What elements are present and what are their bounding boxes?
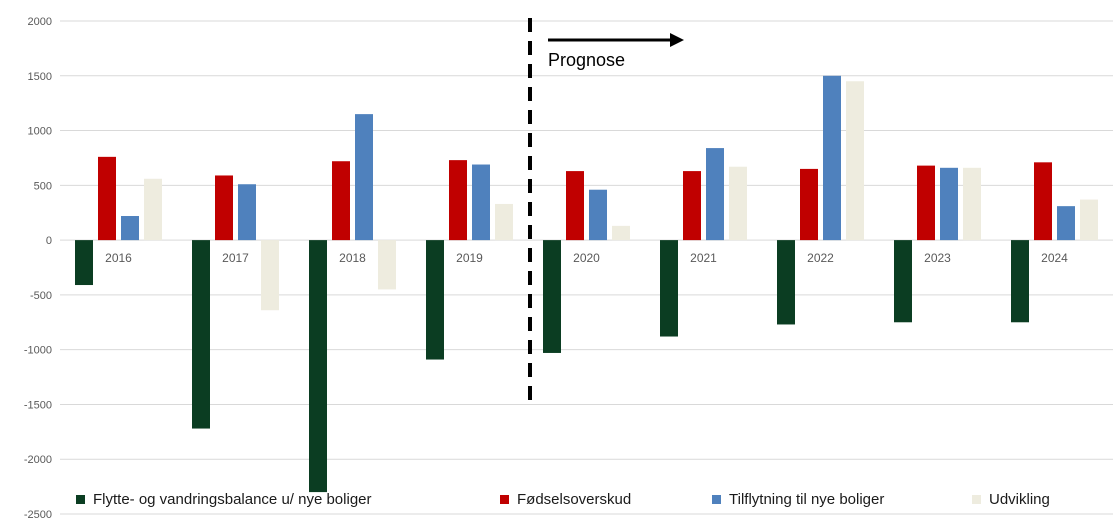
prognose-arrow-head	[670, 33, 684, 47]
bar	[355, 114, 373, 241]
legend-swatch	[500, 495, 509, 504]
legend-item-udvikling: Udvikling	[972, 491, 1050, 508]
bar	[1057, 206, 1075, 241]
bar	[729, 166, 747, 241]
legend-label: Udvikling	[989, 491, 1050, 508]
bar	[121, 216, 139, 241]
bar	[800, 168, 818, 241]
legend-item-fodsel: Fødselsoverskud	[500, 491, 631, 508]
bar	[449, 160, 467, 241]
legend: Flytte- og vandringsbalance u/ nye bolig…	[0, 491, 1113, 515]
legend-item-flytte: Flytte- og vandringsbalance u/ nye bolig…	[76, 491, 372, 508]
bar	[894, 240, 912, 323]
y-axis-ticks: 2000 1500 1000 500 0 -500 -1000 -1500 -2000 -2500	[24, 16, 52, 520]
category-label: 2023	[924, 251, 951, 265]
y-tick-label: 500	[34, 180, 52, 192]
prognose-label: Prognose	[548, 50, 625, 70]
category-label: 2016	[105, 251, 132, 265]
bar	[238, 184, 256, 241]
y-tick-label: 0	[46, 235, 52, 247]
category-label: 2022	[807, 251, 834, 265]
bar	[144, 178, 162, 241]
y-tick-label: -2000	[24, 454, 52, 466]
category-label: 2024	[1041, 251, 1068, 265]
bar	[917, 165, 935, 241]
category-label: 2021	[690, 251, 717, 265]
bar	[1080, 199, 1098, 241]
bar	[472, 164, 490, 241]
bar	[98, 156, 116, 241]
bar	[1011, 240, 1029, 323]
legend-item-tilflytning: Tilflytning til nye boliger	[712, 491, 884, 508]
bar	[495, 203, 513, 241]
y-tick-label: 1000	[28, 126, 52, 138]
y-tick-label: 2000	[28, 16, 52, 28]
bar	[963, 167, 981, 241]
category-label: 2020	[573, 251, 600, 265]
y-tick-label: -1000	[24, 345, 52, 357]
bar	[261, 240, 279, 311]
legend-label: Fødselsoverskud	[517, 491, 632, 508]
bar	[777, 240, 795, 325]
legend-swatch	[712, 495, 721, 504]
y-tick-label: -2500	[24, 509, 52, 520]
bar	[543, 240, 561, 353]
bar	[846, 81, 864, 241]
gridlines	[60, 20, 1113, 515]
y-tick-label: -500	[30, 290, 52, 302]
legend-label: Tilflytning til nye boliger	[729, 491, 885, 508]
bar	[566, 171, 584, 241]
prognose-annotation: Prognose	[528, 18, 684, 406]
bar	[332, 161, 350, 241]
bar	[660, 240, 678, 337]
bar	[589, 189, 607, 241]
category-label: 2017	[222, 251, 249, 265]
legend-swatch	[76, 495, 85, 504]
bars	[75, 75, 1098, 493]
bar	[378, 240, 396, 290]
y-tick-label: 1500	[28, 71, 52, 83]
bar	[1034, 162, 1052, 241]
bar	[612, 225, 630, 241]
bar	[426, 240, 444, 360]
bar	[706, 148, 724, 241]
y-tick-label: -1500	[24, 399, 52, 411]
bar	[940, 167, 958, 241]
category-label: 2018	[339, 251, 366, 265]
category-labels: 2016 2017 2018 2019 2020 2021 2022 2023 2024	[105, 251, 1068, 265]
category-label: 2019	[456, 251, 483, 265]
bar	[683, 171, 701, 241]
legend-label: Flytte- og vandringsbalance u/ nye bolig…	[93, 491, 372, 508]
bar	[309, 240, 327, 493]
bar	[75, 240, 93, 286]
legend-swatch	[972, 495, 981, 504]
bar	[823, 75, 841, 241]
bar	[192, 240, 210, 429]
bar	[215, 175, 233, 241]
